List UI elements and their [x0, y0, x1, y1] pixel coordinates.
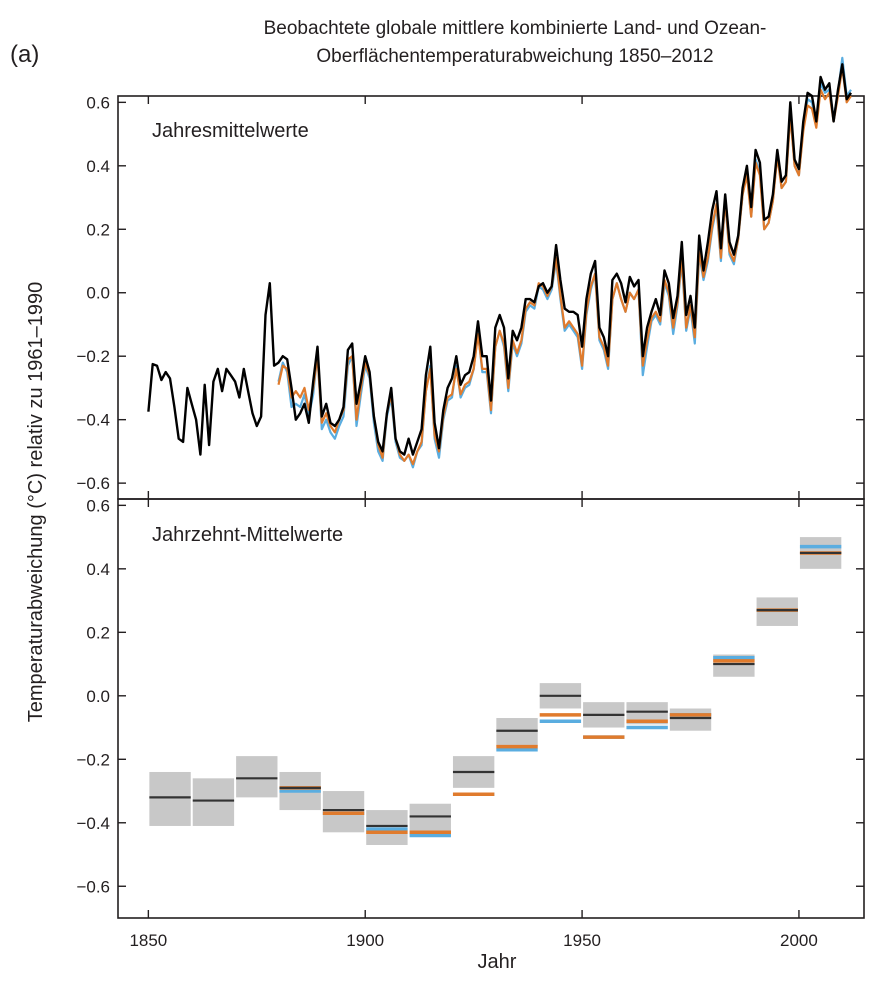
annual-panel: Jahresmittelwerte −0.6 −0.4 −0.2 0.0 0.2 0.4 0…: [76, 56, 865, 500]
decade-uncertainty-box: [409, 803, 451, 836]
annual-panel-label: Jahresmittelwerte: [152, 120, 309, 142]
annual-series-line: [277, 56, 852, 469]
decadal-panel: Jahrzehnt-Mittelwerte −0.6 −0.4 −0.2 0.0 0.2…: [76, 96, 865, 950]
decade-uncertainty-box: [192, 778, 235, 826]
decadal-ytick-label: 0.0: [86, 687, 110, 706]
y-axis-label: Temperaturabweichung (°C) relativ zu 196…: [25, 282, 47, 722]
decade-uncertainty-box: [149, 771, 191, 826]
annual-series-line: [277, 66, 852, 466]
xtick-label: 2000: [780, 931, 818, 950]
xtick-label: 1900: [346, 931, 384, 950]
annual-ytick-label: 0.2: [86, 220, 110, 239]
decadal-ytick-label: −0.2: [76, 750, 110, 769]
panel-letter: (a): [10, 41, 39, 68]
annual-ytick-label: 0.0: [86, 284, 110, 303]
annual-ytick-label: −0.4: [76, 411, 110, 430]
annual-plot-frame: [117, 95, 865, 500]
decade-uncertainty-box: [626, 702, 668, 725]
annual-ytick-label: 0.4: [86, 157, 110, 176]
decade-uncertainty-box: [496, 718, 538, 747]
decade-uncertainty-box: [669, 708, 712, 731]
decadal-ytick-label: 0.6: [86, 496, 110, 515]
decadal-plot-frame: [117, 498, 865, 919]
annual-ytick-label: −0.2: [76, 347, 110, 366]
annual-ytick-label: −0.6: [76, 474, 110, 493]
annual-series-line: [147, 63, 852, 456]
decadal-ytick-label: 0.4: [86, 560, 110, 579]
xtick-label: 1850: [129, 931, 167, 950]
x-axis-label: Jahr: [478, 951, 517, 973]
chart-title-line1: Beobachtete globale mittlere kombinierte…: [264, 18, 767, 39]
chart-title-line2: Oberflächentemperaturabweichung 1850–201…: [316, 46, 713, 67]
decade-uncertainty-box: [236, 756, 278, 798]
decadal-ytick-label: −0.6: [76, 877, 110, 896]
annual-ytick-label: 0.6: [86, 93, 110, 112]
decadal-ytick-label: −0.4: [76, 814, 110, 833]
decadal-ytick-label: 0.2: [86, 623, 110, 642]
decadal-panel-label: Jahrzehnt-Mittelwerte: [152, 524, 343, 546]
xtick-label: 1950: [563, 931, 601, 950]
